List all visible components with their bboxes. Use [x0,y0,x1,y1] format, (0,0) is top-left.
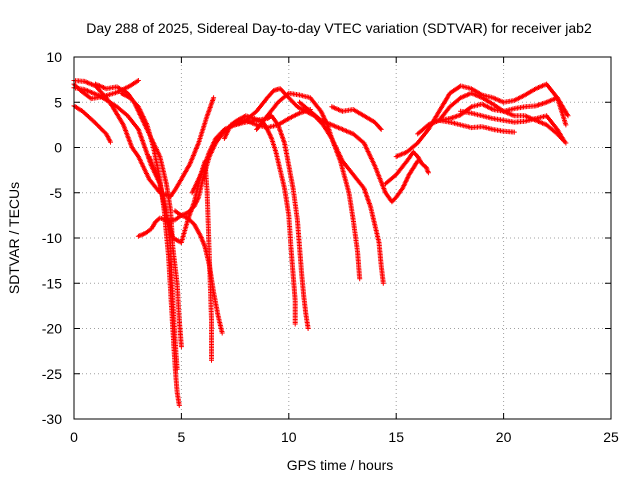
series-arc-14 [297,99,421,205]
series-arc-2 [71,103,113,145]
y-tick-label: 10 [46,49,62,65]
y-tick-label: -20 [42,321,62,337]
series-marks [254,90,386,286]
y-tick-label: -25 [42,366,62,382]
x-tick-label: 25 [603,429,619,445]
series-arc-20 [436,117,517,135]
series-marks [93,81,184,350]
series-arc-13 [254,90,386,286]
y-tick-label: 0 [54,140,62,156]
series-arc-11 [221,113,298,327]
series-arc-5 [93,81,184,350]
data-series [71,78,571,408]
axis-ticks [73,56,612,420]
x-tick-label: 0 [70,429,78,445]
y-tick-labels: 10 5 0 -5 -10 -15 -20 -25 -30 [42,49,62,427]
y-tick-label: -30 [42,411,62,427]
y-tick-label: 5 [54,94,62,110]
y-tick-label: -5 [50,185,63,201]
series-marks [71,103,113,145]
x-tick-label: 10 [281,429,297,445]
series-marks [329,104,384,132]
x-tick-label: 20 [496,429,512,445]
x-tick-label: 15 [388,429,404,445]
series-marks [221,113,298,327]
x-tick-label: 5 [178,429,186,445]
series-marks [297,99,421,205]
y-tick-label: -15 [42,275,62,291]
series-arc-16 [383,149,431,187]
y-tick-label: -10 [42,230,62,246]
chart-title: Day 288 of 2025, Sidereal Day-to-day VTE… [86,20,592,36]
series-arc-15 [329,104,384,132]
series-marks [458,108,567,143]
y-axis-label: SDTVAR / TECUs [6,182,22,294]
series-arc-21 [458,108,567,143]
series-marks [383,149,431,187]
x-tick-labels: 0 5 10 15 20 25 [70,429,619,445]
x-axis-label: GPS time / hours [287,457,394,473]
series-marks [436,117,517,135]
